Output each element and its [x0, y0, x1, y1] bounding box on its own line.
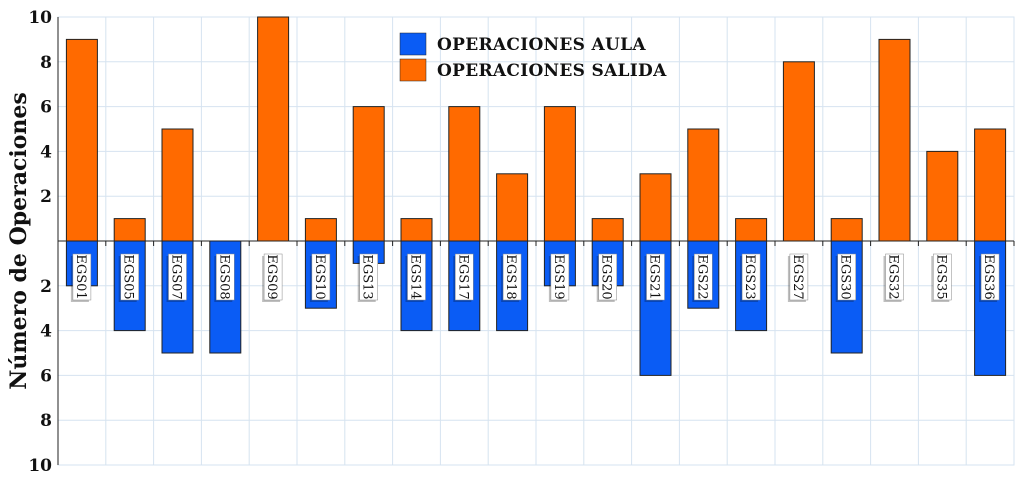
- category-label-box: [455, 253, 474, 301]
- legend: OPERACIONES AULA OPERACIONES SALIDA: [399, 32, 667, 82]
- category-label-text: EGS05: [121, 254, 136, 299]
- y-tick-label: 10: [28, 456, 52, 476]
- category-label-EGS09: EGS09: [262, 253, 283, 302]
- category-label-box: [72, 253, 92, 301]
- category-label-box: [741, 253, 761, 301]
- bar-salida-EGS19: [543, 106, 576, 242]
- category-label-EGS35: EGS35: [931, 253, 952, 302]
- category-label-EGS32: EGS32: [883, 253, 904, 302]
- category-label-text: EGS35: [933, 254, 948, 299]
- y-tick-label: 4: [40, 322, 52, 342]
- category-label-box: [598, 253, 617, 301]
- category-label-EGS05: EGS05: [118, 253, 139, 302]
- category-label-EGS01: EGS01: [70, 253, 92, 302]
- bar-salida-EGS01: [65, 38, 98, 242]
- category-label-text: EGS13: [360, 254, 375, 299]
- bar-salida-EGS35: [926, 150, 959, 242]
- bar-salida-EGS17: [448, 106, 481, 242]
- bar-salida-EGS13: [352, 106, 385, 242]
- category-label-box: [789, 253, 809, 301]
- category-label-text: EGS27: [790, 254, 805, 299]
- bar-salida-EGS36: [974, 128, 1007, 242]
- y-tick-label: 8: [40, 53, 52, 73]
- category-label-text: EGS30: [838, 254, 853, 299]
- category-label-box: [120, 253, 139, 301]
- category-label-EGS20: EGS20: [596, 253, 617, 302]
- category-label-text: EGS36: [981, 254, 996, 299]
- category-label-EGS22: EGS22: [692, 253, 713, 302]
- y-tick-label: 2: [40, 277, 52, 297]
- y-tick-label: 6: [40, 366, 52, 386]
- category-labels: EGS01 EGS05 EGS07 EGS08 EGS09 EGS10 EGS13 EGS14…: [70, 253, 1000, 302]
- bar-salida-EGS27: [782, 61, 815, 242]
- category-label-text: EGS22: [694, 254, 709, 299]
- category-label-box: [646, 253, 665, 301]
- category-label-box: [933, 253, 952, 301]
- category-label-box: [837, 253, 856, 301]
- bar-salida-EGS23: [735, 218, 768, 242]
- category-label-text: EGS18: [503, 254, 518, 299]
- bar-salida-EGS18: [496, 173, 529, 242]
- category-label-box: [359, 253, 378, 301]
- axes: [57, 17, 1015, 465]
- category-label-EGS18: EGS18: [501, 253, 522, 302]
- category-label-box: [502, 253, 522, 301]
- bar-salida-EGS20: [591, 218, 624, 242]
- legend-label-salida: OPERACIONES SALIDA: [437, 61, 667, 81]
- legend-label-aula: OPERACIONES AULA: [437, 35, 646, 55]
- bar-salida-EGS09: [257, 16, 290, 242]
- legend-swatch-aula: [399, 32, 427, 56]
- category-label-text: EGS10: [312, 254, 327, 299]
- y-tick-label: 10: [28, 8, 52, 28]
- category-label-box: [980, 253, 1000, 301]
- category-label-text: EGS09: [264, 254, 279, 299]
- category-label-text: EGS21: [647, 254, 662, 299]
- category-label-box: [263, 253, 283, 301]
- category-label-EGS10: EGS10: [309, 253, 331, 302]
- category-label-EGS08: EGS08: [214, 253, 235, 302]
- category-label-EGS14: EGS14: [405, 253, 426, 302]
- y-tick-label: 2: [40, 187, 52, 207]
- category-label-box: [168, 253, 187, 301]
- bar-salida-EGS14: [400, 218, 433, 242]
- category-label-EGS19: EGS19: [548, 253, 570, 302]
- category-label-box: [550, 253, 570, 301]
- bar-salida-EGS30: [830, 218, 863, 242]
- category-label-text: EGS23: [742, 254, 757, 299]
- category-label-text: EGS14: [408, 254, 423, 299]
- category-label-text: EGS20: [599, 254, 614, 299]
- category-label-box: [694, 253, 713, 301]
- category-label-EGS27: EGS27: [787, 253, 809, 302]
- legend-swatch-salida: [399, 58, 427, 82]
- category-label-EGS23: EGS23: [740, 253, 761, 302]
- bar-salida-EGS07: [161, 128, 194, 242]
- y-tick-label: 6: [40, 98, 52, 118]
- bar-salida-EGS10: [304, 218, 337, 242]
- bar-salida-EGS22: [687, 128, 720, 242]
- category-label-box: [407, 253, 426, 301]
- category-label-EGS36: EGS36: [979, 253, 1000, 302]
- category-label-text: EGS32: [886, 254, 901, 299]
- category-label-EGS13: EGS13: [357, 253, 378, 302]
- category-label-box: [311, 253, 331, 301]
- category-label-EGS17: EGS17: [453, 253, 474, 302]
- y-tick-labels: 2 4 6 8 10 2 4 6 8 10: [28, 8, 52, 476]
- category-label-text: EGS19: [551, 254, 566, 299]
- category-label-text: EGS01: [73, 254, 88, 299]
- bar-salida-EGS21: [639, 173, 672, 242]
- category-label-text: EGS08: [216, 254, 231, 299]
- category-label-EGS30: EGS30: [835, 253, 856, 302]
- category-label-text: EGS07: [169, 254, 184, 299]
- category-label-EGS07: EGS07: [166, 253, 187, 302]
- category-label-EGS21: EGS21: [644, 253, 665, 302]
- category-label-box: [216, 253, 235, 301]
- y-tick-label: 4: [40, 142, 52, 162]
- bar-salida-EGS05: [113, 218, 146, 242]
- y-axis-label: Número de Operaciones: [6, 92, 32, 390]
- y-tick-label: 8: [40, 411, 52, 431]
- category-label-text: EGS17: [455, 254, 470, 299]
- category-label-box: [885, 253, 904, 301]
- bar-salida-EGS32: [878, 38, 911, 242]
